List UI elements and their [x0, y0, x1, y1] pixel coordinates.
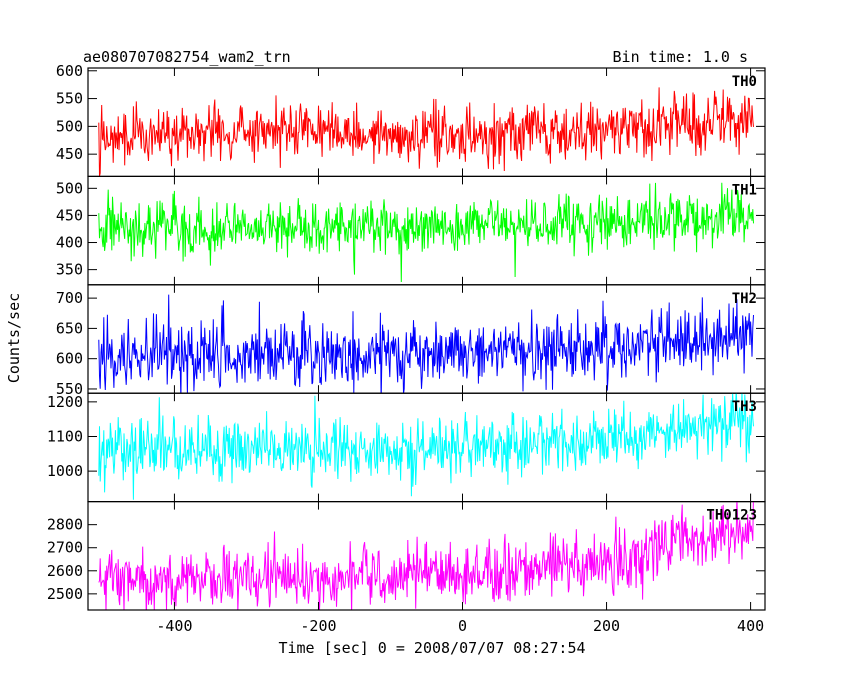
y-tick-label: 350	[56, 261, 83, 279]
bin-time-label: Bin time: 1.0 s	[613, 48, 748, 66]
panel-label: TH0123	[706, 508, 757, 524]
panel-label: TH2	[732, 291, 757, 307]
panel-th0123: 2500 2600 2700 2800 TH0123	[47, 501, 766, 611]
y-tick-label: 500	[56, 179, 83, 197]
panel-label: TH1	[732, 182, 757, 198]
y-tick-label: 700	[56, 289, 83, 307]
y-tick-label: 2700	[47, 539, 83, 557]
x-tick-label: -400	[156, 617, 192, 635]
series-line-th0123	[98, 501, 754, 611]
y-tick-label: 600	[56, 62, 83, 80]
y-tick-label: 450	[56, 206, 83, 224]
y-tick-label: 2600	[47, 562, 83, 580]
series-line-th2	[98, 294, 754, 394]
y-tick-label: 400	[56, 234, 83, 252]
y-tick-label: 500	[56, 117, 83, 135]
y-axis-label: Counts/sec	[5, 293, 23, 383]
x-tick-label: -200	[300, 617, 336, 635]
series-line-th0	[98, 87, 754, 177]
figure-title: ae080707082754_wam2_trn	[83, 48, 291, 66]
panel-th3: 1000 1100 1200 TH3	[47, 392, 766, 503]
y-tick-label: 2500	[47, 585, 83, 603]
y-tick-label: 550	[56, 90, 83, 108]
y-tick-label: 1200	[47, 393, 83, 411]
panel-th0: 450 500 550 600 TH0	[56, 62, 766, 178]
series-line-th1	[98, 182, 754, 283]
x-tick-label: 200	[593, 617, 620, 635]
x-tick-label: 400	[737, 617, 764, 635]
y-tick-label: 1000	[47, 462, 83, 480]
panel-frame	[87, 67, 766, 178]
y-tick-label: 2800	[47, 516, 83, 534]
panels-group: 450 500 550 600 TH0 350 400 450 500 TH1 550 600 650 7…	[47, 62, 766, 635]
y-tick-label: 1100	[47, 427, 83, 445]
panel-frame	[87, 501, 766, 611]
series-line-th3	[98, 393, 754, 500]
x-tick-label: 0	[458, 617, 467, 635]
panel-label: TH0	[732, 74, 757, 90]
y-tick-label: 650	[56, 319, 83, 337]
panel-th1: 350 400 450 500 TH1	[56, 175, 766, 286]
y-tick-label: 550	[56, 380, 83, 398]
x-axis-label: Time [sec] 0 = 2008/07/07 08:27:54	[278, 639, 585, 657]
panel-label: TH3	[732, 399, 757, 415]
y-tick-label: 450	[56, 145, 83, 163]
panel-th2: 550 600 650 700 TH2	[56, 284, 766, 398]
y-tick-label: 600	[56, 350, 83, 368]
